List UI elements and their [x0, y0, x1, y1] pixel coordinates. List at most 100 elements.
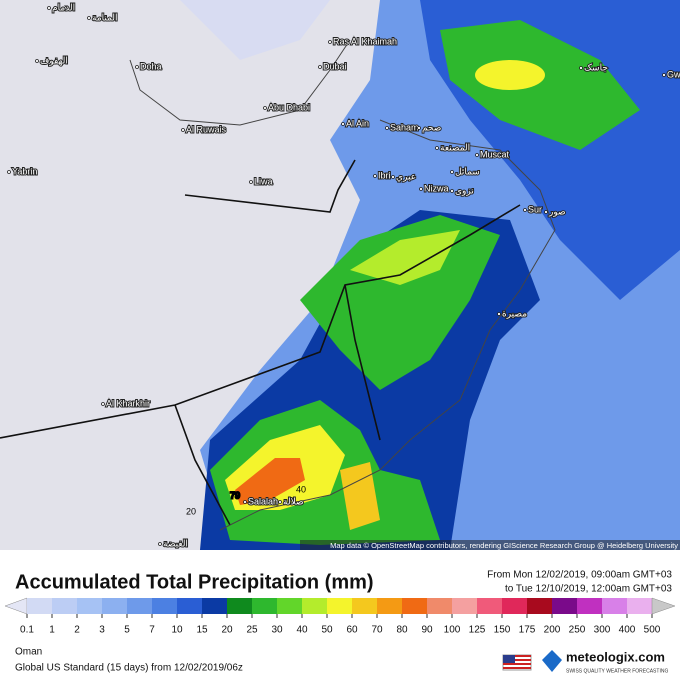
scale-label: 15: [196, 625, 208, 636]
place-label: سمائل: [455, 166, 480, 176]
place-dot: [264, 107, 267, 110]
place-dot: [102, 403, 105, 406]
scale-label: 0.1: [20, 625, 34, 636]
place-label: عبري: [396, 171, 416, 181]
scale-label: 10: [171, 625, 183, 636]
place-label: Sur: [528, 204, 542, 214]
scale-label: 20: [221, 625, 233, 636]
scale-label: 250: [569, 625, 586, 636]
tagline: SWISS QUALITY WEATHER FORECASTING: [566, 668, 668, 674]
place-label: مصيرة: [502, 308, 527, 318]
scale-label: 175: [519, 625, 536, 636]
scale-label: 200: [544, 625, 561, 636]
scale-label: 500: [644, 625, 661, 636]
model-info: Global US Standard (15 days) from 12/02/…: [15, 663, 243, 674]
place-label: Ras Al Khaimah: [333, 36, 397, 46]
scale-label: 90: [421, 625, 433, 636]
place-label: صور: [548, 206, 566, 216]
place-label: صحم: [422, 122, 441, 133]
scale-swatch: [552, 598, 577, 614]
scale-swatch: [177, 598, 202, 614]
scale-swatch: [277, 598, 302, 614]
place-label: Al Kharkhir: [106, 398, 150, 408]
place-label: Al Ain: [346, 118, 369, 128]
scale-label: 1: [49, 625, 55, 636]
flag-stripe: [503, 663, 531, 665]
scale-label: 30: [271, 625, 283, 636]
scale-label: 5: [124, 625, 130, 636]
scale-label: 300: [594, 625, 611, 636]
place-label: Nizwa: [424, 183, 449, 193]
scale-swatch: [577, 598, 602, 614]
scale-swatch: [202, 598, 227, 614]
place-label: Gw: [667, 69, 680, 79]
scale-swatch: [327, 598, 352, 614]
scale-label: 60: [346, 625, 358, 636]
place-dot: [159, 543, 162, 546]
brand: meteologix.com: [566, 649, 665, 664]
place-label: صلالة: [283, 496, 304, 506]
logo-icon: [542, 650, 562, 672]
place-label: الدمام: [52, 2, 75, 12]
scale-swatch: [427, 598, 452, 614]
scale-swatch: [377, 598, 402, 614]
place-dot: [498, 313, 501, 316]
place-dot: [244, 501, 247, 504]
place-dot: [342, 123, 345, 126]
place-dot: [420, 188, 423, 191]
place-label: نزوى: [455, 185, 474, 195]
value-label: 40: [296, 484, 306, 494]
scale-label: 125: [469, 625, 486, 636]
place-label: Salalah: [248, 496, 278, 506]
place-label: Saham: [390, 122, 419, 132]
date-to: to Tue 12/10/2019, 12:00am GMT+03: [505, 584, 672, 595]
place-dot: [319, 66, 322, 69]
place-dot: [451, 190, 454, 193]
place-label: Muscat: [480, 149, 510, 159]
place-label: Doha: [140, 61, 162, 71]
flag-stripe: [503, 667, 531, 669]
us-flag: [503, 655, 531, 670]
place-label: Liwa: [254, 176, 273, 186]
place-label: جاسک: [584, 62, 608, 72]
scale-swatch: [602, 598, 627, 614]
value-label: 79: [230, 490, 240, 500]
flag-canton: [503, 655, 515, 663]
attribution: Map data © OpenStreetMap contributors, r…: [330, 541, 678, 550]
scale-swatch: [152, 598, 177, 614]
place-dot: [48, 7, 51, 10]
place-dot: [136, 66, 139, 69]
scale-swatch: [352, 598, 377, 614]
scale-label: 3: [99, 625, 105, 636]
place-label: المصنعة: [440, 142, 470, 152]
place-dot: [451, 171, 454, 174]
place-dot: [279, 501, 282, 504]
scale-arrow: [5, 598, 27, 614]
place-label: الهفوف: [40, 55, 68, 65]
place-label: Yabrin: [12, 166, 37, 176]
scale-label: 80: [396, 625, 408, 636]
rain-yellow-north: [475, 60, 545, 90]
scale-label: 70: [371, 625, 383, 636]
scale-swatch: [77, 598, 102, 614]
scale-swatch: [502, 598, 527, 614]
place-dot: [250, 181, 253, 184]
value-label: 20: [186, 506, 196, 516]
scale-swatch: [52, 598, 77, 614]
place-label: Abu Dhabi: [268, 102, 310, 112]
scale-label: 400: [619, 625, 636, 636]
scale-swatch: [627, 598, 652, 614]
place-dot: [329, 41, 332, 44]
region: Oman: [15, 647, 42, 658]
place-dot: [418, 127, 421, 130]
place-dot: [8, 171, 11, 174]
scale-swatch: [227, 598, 252, 614]
scale-swatch: [27, 598, 52, 614]
place-dot: [392, 176, 395, 179]
place-dot: [36, 60, 39, 63]
scale-swatch: [452, 598, 477, 614]
scale-swatch: [477, 598, 502, 614]
